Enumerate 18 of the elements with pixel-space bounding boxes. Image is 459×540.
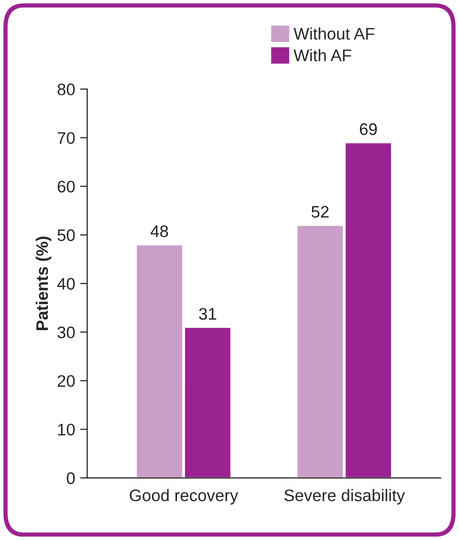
data-label: 69 [360, 123, 377, 136]
x-tick-label: Severe disability [284, 489, 405, 505]
y-tick-label: 40 [57, 278, 75, 290]
legend-label: Without AF [294, 27, 374, 40]
y-tick-label: 60 [58, 180, 75, 193]
y-axis-title: Patients (%) [36, 236, 52, 330]
data-label: 52 [312, 206, 329, 218]
y-tick-label: 20 [58, 375, 75, 387]
y-tick-label: 0 [66, 472, 75, 484]
data-label: 31 [199, 308, 216, 320]
y-tick-label: 80 [58, 84, 75, 96]
y-tick-label: 70 [58, 132, 75, 144]
y-tick-label: 50 [58, 229, 75, 242]
y-tick-label: 30 [58, 326, 75, 338]
data-label: 48 [150, 225, 168, 238]
legend-label: With AF [294, 49, 352, 62]
x-tick-label: Good recovery [130, 489, 238, 505]
y-tick-label: 10 [58, 424, 75, 436]
